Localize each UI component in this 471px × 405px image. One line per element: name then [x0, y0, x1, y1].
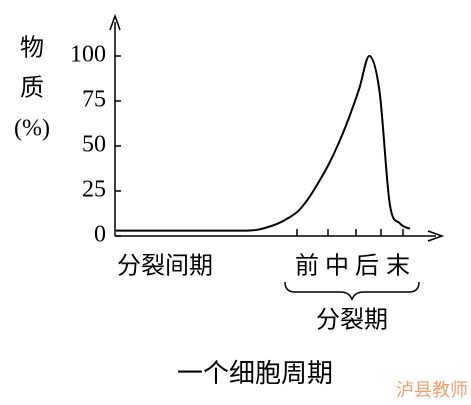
division-label: 分裂期	[316, 307, 388, 334]
y-arrow	[109, 13, 121, 31]
y-tick-label: 75	[82, 87, 106, 113]
phase-label: 中	[325, 253, 349, 280]
brace	[284, 281, 420, 301]
y-label: 质	[20, 75, 44, 102]
y-tick-label: 100	[70, 42, 106, 68]
interphase-label: 分裂间期	[117, 253, 213, 280]
phase-label: 末	[386, 253, 410, 280]
y-tick-label: 25	[82, 177, 106, 203]
phase-label: 前	[295, 253, 319, 280]
watermark: 泸县教师	[396, 380, 468, 400]
phase-ticks	[296, 229, 404, 236]
y-label: 物	[20, 35, 44, 62]
y-tick-label: 50	[82, 132, 106, 158]
phase-label: 后	[355, 253, 379, 280]
y-label: (%)	[14, 116, 50, 142]
x-arrow	[427, 230, 445, 242]
caption: 一个细胞周期	[177, 359, 333, 388]
y-tick-label: 0	[94, 222, 106, 248]
curve	[115, 54, 411, 232]
